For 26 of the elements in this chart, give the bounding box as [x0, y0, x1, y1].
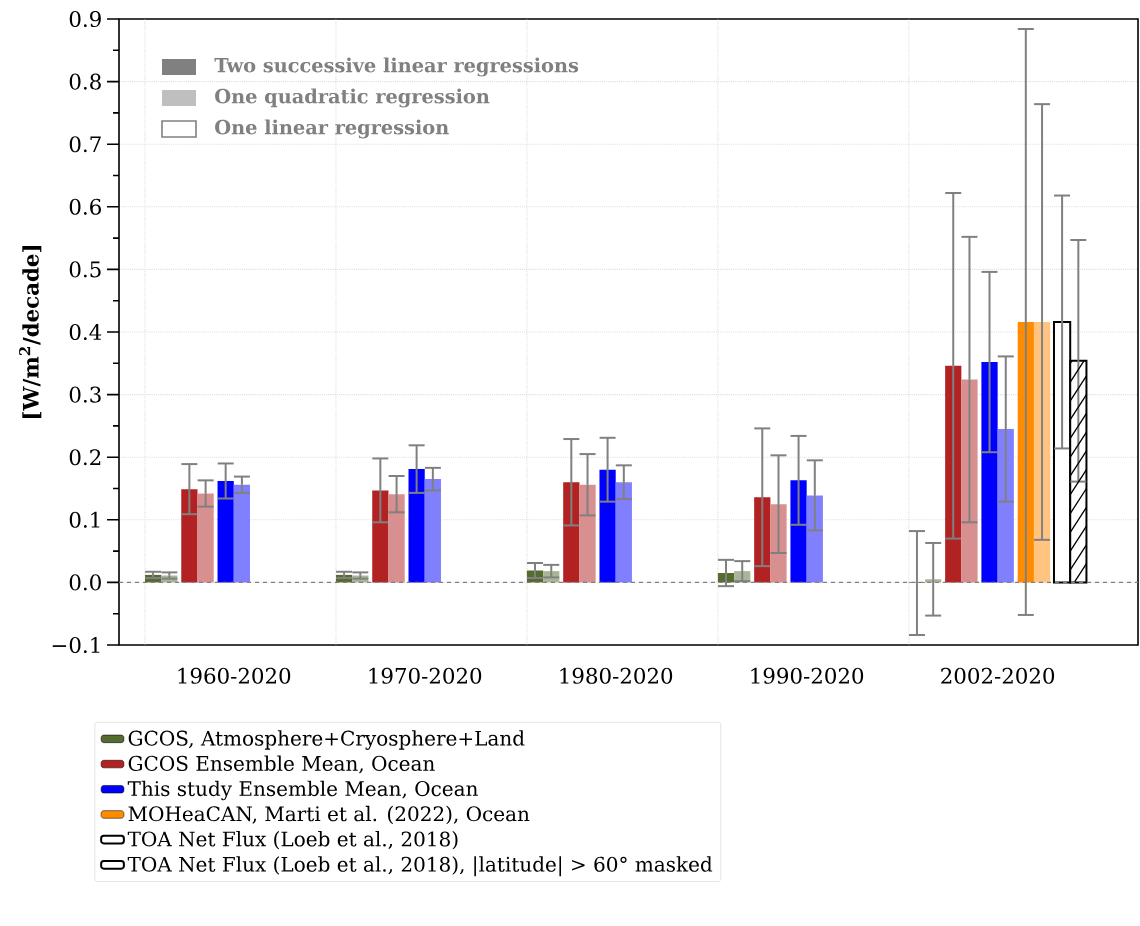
y-tick-label: 0.5 — [69, 261, 101, 278]
x-tick-label: 2002-2020 — [941, 667, 1055, 684]
x-tick-label: 1990-2020 — [751, 667, 864, 684]
y-tick-label: 0.3 — [69, 386, 101, 403]
x-tick-label: 1970-2020 — [369, 667, 482, 684]
y-tick-label: 0.6 — [69, 198, 101, 215]
y-axis-title: [W/m$^{2}$/decade] — [19, 246, 42, 418]
y-tick-label: −0.1 — [52, 636, 100, 654]
legend-label: GCOS, Atmosphere+Cryosphere+Land — [128, 730, 525, 750]
legend-label: This study Ensemble Mean, Ocean — [127, 780, 478, 801]
legend-label: GCOS Ensemble Mean, Ocean — [128, 755, 435, 774]
y-tick-label: 0.1 — [69, 511, 100, 528]
x-tick-label: 1980-2020 — [560, 667, 673, 684]
y-tick-label: 0.7 — [69, 136, 101, 153]
y-tick-label: 0.9 — [69, 10, 101, 28]
legend-label: TOA Net Flux (Loeb et al., 2018), |latitude| > 60° masked — [127, 856, 713, 877]
y-tick-label: 0.8 — [69, 73, 101, 90]
y-tick-label: 0.2 — [69, 449, 101, 466]
y-tick-label: 0.0 — [69, 574, 101, 591]
x-tick-label: 1960-2020 — [178, 667, 291, 684]
annotation: Two successive linear regressions — [214, 57, 579, 77]
annotation: One linear regression — [215, 119, 449, 139]
y-tick-label: 0.4 — [69, 323, 102, 341]
annotation: One quadratic regression — [215, 88, 490, 108]
legend-label: MOHeaCAN, Marti et al. (2022), Ocean — [128, 805, 530, 825]
legend-label: TOA Net Flux (Loeb et al., 2018) — [127, 831, 458, 850]
